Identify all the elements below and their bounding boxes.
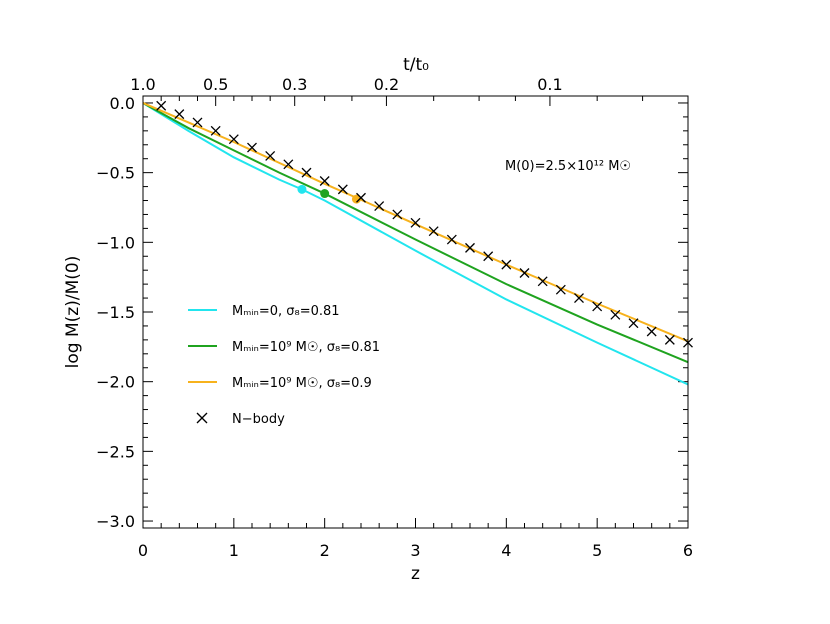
nbody-point — [628, 318, 639, 329]
legend: Mₘᵢₙ=0, σ₈=0.81 Mₘᵢₙ=10⁹ M☉, σ₈=0.81 Mₘᵢₙ=… — [188, 304, 380, 427]
nbody-x-stroke — [410, 217, 421, 228]
nbody-x-stroke — [646, 326, 657, 337]
nbody-point — [156, 100, 167, 111]
y-tick-label: −1.0 — [96, 233, 135, 252]
x-tick-label: 1 — [229, 541, 239, 560]
series-marker-2 — [320, 189, 330, 199]
nbody-point — [265, 150, 276, 161]
nbody-x-stroke — [265, 150, 276, 161]
series-marker-3 — [351, 194, 361, 204]
nbody-x-stroke — [537, 276, 548, 287]
nbody-x-stroke — [392, 209, 403, 220]
nbody-point — [483, 251, 494, 262]
nbody-x-stroke — [574, 293, 584, 304]
nbody-point — [228, 134, 239, 145]
legend-label: Mₘᵢₙ=10⁹ M☉, σ₈=0.9 — [232, 376, 372, 391]
nbody-x-stroke — [247, 142, 257, 153]
nbody-x-stroke — [555, 284, 566, 295]
nbody-point — [337, 184, 348, 195]
nbody-point — [247, 142, 257, 153]
nbody-point — [501, 259, 512, 270]
nbody-x-stroke — [356, 192, 366, 203]
y-tick-label: −2.5 — [96, 442, 135, 461]
legend-label: Mₘᵢₙ=0, σ₈=0.81 — [232, 304, 340, 319]
nbody-point — [283, 159, 294, 170]
nbody-x-stroke — [283, 159, 294, 170]
nbody-x-stroke — [610, 309, 621, 320]
nbody-x-stroke — [156, 100, 167, 111]
top-tick-label: 0.2 — [374, 75, 399, 94]
legend-label: N−body — [232, 412, 285, 427]
top-tick-label: 1.0 — [130, 75, 155, 94]
nbody-x-stroke — [465, 242, 475, 253]
legend-label: Mₘᵢₙ=10⁹ M☉, σ₈=0.81 — [232, 340, 380, 355]
nbody-x-stroke — [664, 334, 675, 345]
nbody-point — [646, 326, 657, 337]
nbody-point — [192, 117, 203, 128]
nbody-x-stroke — [337, 184, 348, 195]
x-tick-label: 3 — [410, 541, 420, 560]
nbody-point — [537, 276, 548, 287]
nbody-x-stroke — [446, 234, 457, 245]
nbody-point — [428, 226, 439, 237]
nbody-point — [319, 176, 330, 186]
nbody-point — [664, 334, 675, 345]
y-axis-label: log M(z)/M(0) — [63, 256, 83, 369]
nbody-x-stroke — [501, 259, 512, 270]
nbody-point — [374, 201, 385, 212]
nbody-x-stroke — [192, 117, 203, 128]
nbody-x-stroke — [428, 226, 439, 237]
x-tick-label: 0 — [138, 541, 148, 560]
nbody-point — [301, 167, 312, 178]
y-tick-label: 0.0 — [110, 94, 135, 113]
nbody-x-stroke — [628, 318, 639, 329]
y-tick-label: −1.5 — [96, 303, 135, 322]
plot-frame — [142, 95, 689, 529]
x-tick-label: 4 — [501, 541, 511, 560]
nbody-x-stroke — [210, 125, 221, 136]
x-tick-label: 2 — [320, 541, 330, 560]
top-tick-label: 0.3 — [282, 75, 307, 94]
nbody-point — [174, 109, 185, 120]
nbody-x-stroke — [228, 134, 239, 145]
nbody-point — [555, 284, 566, 295]
top-axis-label: t/t₀ — [403, 55, 429, 75]
nbody-x-stroke — [519, 268, 530, 278]
series-line-1 — [142, 102, 689, 386]
nbody-x-stroke — [301, 167, 312, 178]
nbody-point — [592, 301, 603, 312]
tick-marks — [142, 96, 689, 528]
y-tick-label: −2.0 — [96, 373, 135, 392]
x-tick-label: 6 — [683, 541, 693, 560]
tick-labels: 0 1 2 3 4 5 6 0.0 −0.5 −1.0 −1.5 −2.0 −2.5 −3.0 1.0 0.5… — [96, 75, 693, 560]
top-tick-label: 0.5 — [203, 75, 228, 94]
series-layer — [142, 100, 693, 386]
series-marker-1 — [297, 184, 307, 194]
y-tick-label: −0.5 — [96, 164, 135, 183]
top-tick-label: 0.1 — [537, 75, 562, 94]
x-tick-label: 5 — [592, 541, 602, 560]
nbody-x-stroke — [483, 251, 494, 262]
legend-x-marker — [196, 412, 208, 424]
nbody-point — [519, 268, 530, 278]
nbody-x-stroke — [174, 109, 185, 120]
nbody-point — [465, 242, 475, 253]
y-tick-label: −3.0 — [96, 512, 135, 531]
nbody-point — [610, 309, 621, 320]
series-line-2 — [142, 102, 689, 364]
nbody-point — [392, 209, 403, 220]
nbody-point — [446, 234, 457, 245]
nbody-point — [410, 217, 421, 228]
nbody-point — [574, 293, 584, 304]
nbody-x-stroke — [592, 301, 603, 312]
nbody-point — [356, 192, 366, 203]
mass-annotation: M(0)=2.5×10¹² M☉ — [505, 159, 631, 174]
x-axis-label: z — [411, 564, 420, 584]
nbody-x-stroke — [374, 201, 385, 212]
nbody-point — [210, 125, 221, 136]
nbody-x-stroke — [319, 176, 330, 186]
